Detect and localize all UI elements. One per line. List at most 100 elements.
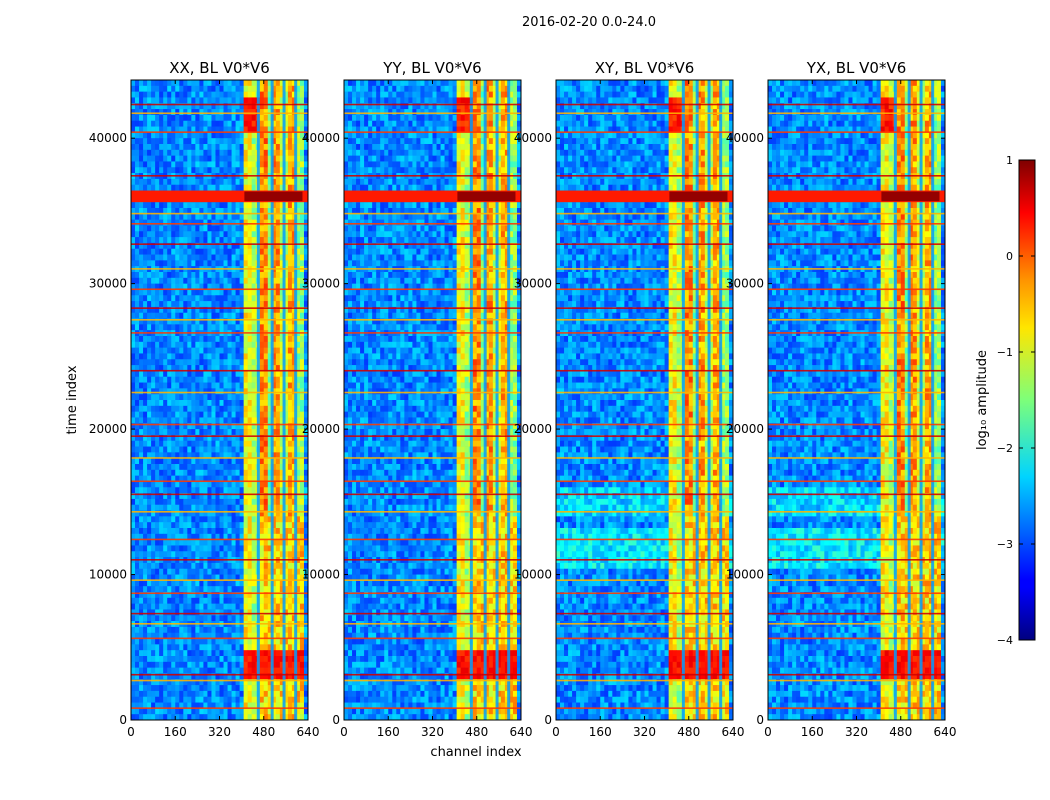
heatmap-cell: [211, 219, 216, 226]
heatmap-cell: [179, 85, 184, 92]
heatmap-cell: [199, 400, 204, 407]
heatmap-cell: [251, 423, 256, 430]
heatmap-cell: [163, 481, 168, 488]
heatmap-cell: [175, 254, 180, 261]
heatmap-cell: [299, 452, 305, 459]
heatmap-cell: [251, 533, 256, 540]
heatmap-cell: [199, 144, 204, 151]
heatmap-cell: [299, 272, 305, 279]
heatmap-cell: [235, 464, 240, 471]
heatmap-cell: [151, 213, 156, 220]
heatmap-cell: [147, 458, 152, 465]
heatmap-cell: [179, 650, 184, 657]
heatmap-cell: [203, 144, 208, 151]
heatmap-cell: [239, 498, 244, 506]
heatmap-cell: [263, 202, 269, 209]
heatmap-cell: [211, 475, 216, 482]
heatmap-cell: [191, 202, 196, 209]
heatmap-cell: [139, 202, 144, 209]
heatmap-cell: [147, 638, 152, 645]
heatmap-cell: [287, 562, 293, 570]
flagged-row: [131, 480, 308, 483]
heatmap-cell: [179, 167, 184, 174]
heatmap-cell: [151, 539, 156, 546]
heatmap-cell: [235, 114, 240, 122]
x-tick-label: 160: [164, 725, 187, 739]
heatmap-cell: [131, 469, 136, 476]
heatmap-cell: [263, 301, 269, 308]
heatmap-cell: [139, 446, 144, 453]
heatmap-cell: [267, 132, 273, 139]
heatmap-cell: [163, 272, 168, 279]
heatmap-cell: [167, 237, 172, 244]
heatmap-cell: [183, 458, 188, 465]
heatmap-cell: [203, 120, 208, 127]
heatmap-cell: [139, 562, 144, 570]
heatmap-cell: [167, 126, 172, 133]
heatmap-cell: [263, 318, 269, 325]
heatmap-cell: [195, 568, 200, 575]
heatmap-cell: [231, 126, 236, 133]
heatmap-cell: [231, 690, 236, 698]
heatmap-cell: [267, 661, 273, 668]
heatmap-cell: [195, 667, 200, 674]
heatmap-cell: [279, 452, 285, 459]
heatmap-cell: [291, 394, 297, 401]
heatmap-cell: [163, 574, 168, 581]
heatmap-cell: [139, 417, 144, 424]
heatmap-cell: [247, 208, 252, 215]
heatmap-cell: [187, 434, 192, 442]
heatmap-cell: [147, 318, 152, 325]
heatmap-cell: [215, 365, 220, 372]
heatmap-cell: [171, 283, 176, 290]
heatmap-cell: [135, 324, 140, 331]
heatmap-cell: [219, 464, 224, 471]
heatmap-cell: [167, 615, 172, 622]
heatmap-cell: [303, 592, 309, 599]
heatmap-cell: [211, 202, 216, 209]
heatmap-cell: [175, 586, 180, 593]
heatmap-cell: [303, 475, 309, 482]
heatmap-cell: [147, 539, 152, 546]
heatmap-cell: [259, 708, 265, 715]
heatmap-cell: [151, 487, 156, 494]
heatmap-cell: [299, 615, 305, 622]
heatmap-cell: [303, 528, 309, 535]
heatmap-cell: [171, 237, 176, 244]
heatmap-cell: [259, 539, 265, 546]
heatmap-cell: [159, 475, 164, 482]
heatmap-cell: [187, 475, 192, 482]
flagged-row: [131, 511, 308, 513]
heatmap-cell: [207, 283, 212, 290]
heatmap-cell: [247, 429, 252, 436]
heatmap-cell: [275, 562, 281, 570]
heatmap-cell: [243, 213, 248, 220]
heatmap-cell: [195, 481, 200, 488]
heatmap-cell: [239, 178, 244, 186]
heatmap-cell: [199, 347, 204, 354]
heatmap-cell: [231, 708, 236, 715]
heatmap-cell: [476, 85, 482, 92]
heatmap-cell: [195, 603, 200, 610]
heatmap-cell: [143, 289, 148, 296]
heatmap-cell: [291, 562, 297, 570]
heatmap-cell: [247, 219, 252, 226]
heatmap-cell: [187, 504, 192, 511]
heatmap-cell: [235, 91, 240, 98]
heatmap-cell: [211, 458, 216, 465]
heatmap-cell: [131, 242, 136, 250]
heatmap-cell: [299, 708, 305, 715]
heatmap-cell: [223, 609, 228, 616]
heatmap-cell: [187, 568, 192, 575]
heatmap-cell: [191, 429, 196, 436]
heatmap-cell: [263, 394, 269, 401]
heatmap-cell: [211, 516, 216, 523]
heatmap-cell: [295, 638, 301, 645]
heatmap-cell: [207, 91, 212, 98]
heatmap-cell: [235, 667, 240, 674]
heatmap-cell: [303, 324, 309, 331]
heatmap-cell: [159, 522, 164, 529]
heatmap-cell: [179, 586, 184, 593]
heatmap-cell: [259, 149, 265, 156]
heatmap-cell: [259, 545, 265, 552]
